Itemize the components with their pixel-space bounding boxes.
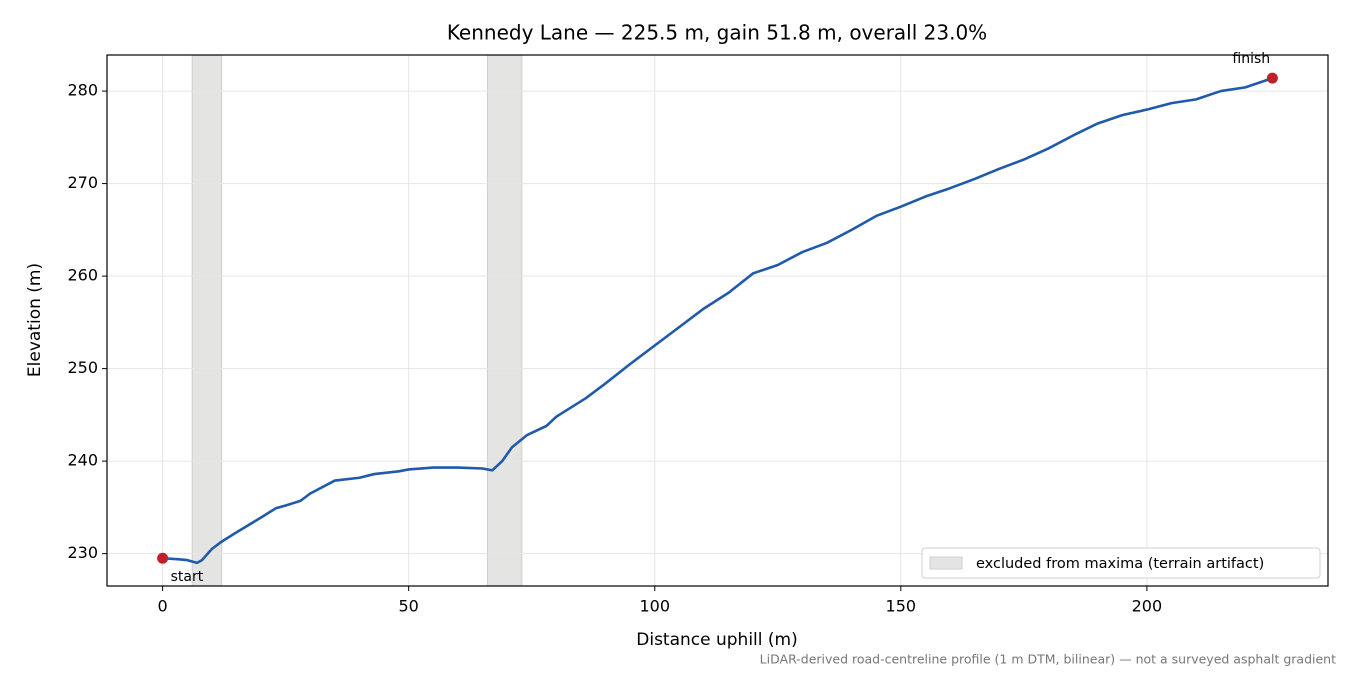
endpoint-marker	[157, 552, 169, 564]
y-tick-label: 230	[67, 543, 98, 562]
x-tick-label: 100	[639, 597, 670, 616]
x-tick-label: 200	[1132, 597, 1163, 616]
y-tick-label: 270	[67, 173, 98, 192]
legend-label: excluded from maxima (terrain artifact)	[976, 556, 1264, 572]
x-tick-label: 50	[399, 597, 419, 616]
y-tick-label: 260	[67, 266, 98, 285]
endpoint-marker	[1266, 72, 1278, 84]
elevation-line	[162, 76, 1273, 565]
y-tick-label: 250	[67, 358, 98, 377]
y-tick-label: 280	[67, 81, 98, 100]
legend-box	[921, 547, 1321, 579]
x-axis-label: Distance uphill (m)	[636, 630, 797, 650]
chart-title: Kennedy Lane — 225.5 m, gain 51.8 m, ove…	[447, 21, 987, 45]
excluded-band	[486, 54, 523, 587]
annotation: finish	[1232, 51, 1270, 67]
x-tick-label: 150	[886, 597, 917, 616]
y-axis-label: Elevation (m)	[25, 263, 45, 377]
plot-frame	[106, 54, 1329, 587]
legend-swatch	[929, 556, 963, 570]
x-tick-label: 0	[158, 597, 168, 616]
annotation: start	[171, 569, 204, 585]
y-tick-label: 240	[67, 451, 98, 470]
footnote: LiDAR-derived road-centreline profile (1…	[760, 652, 1336, 667]
excluded-band	[191, 54, 223, 587]
